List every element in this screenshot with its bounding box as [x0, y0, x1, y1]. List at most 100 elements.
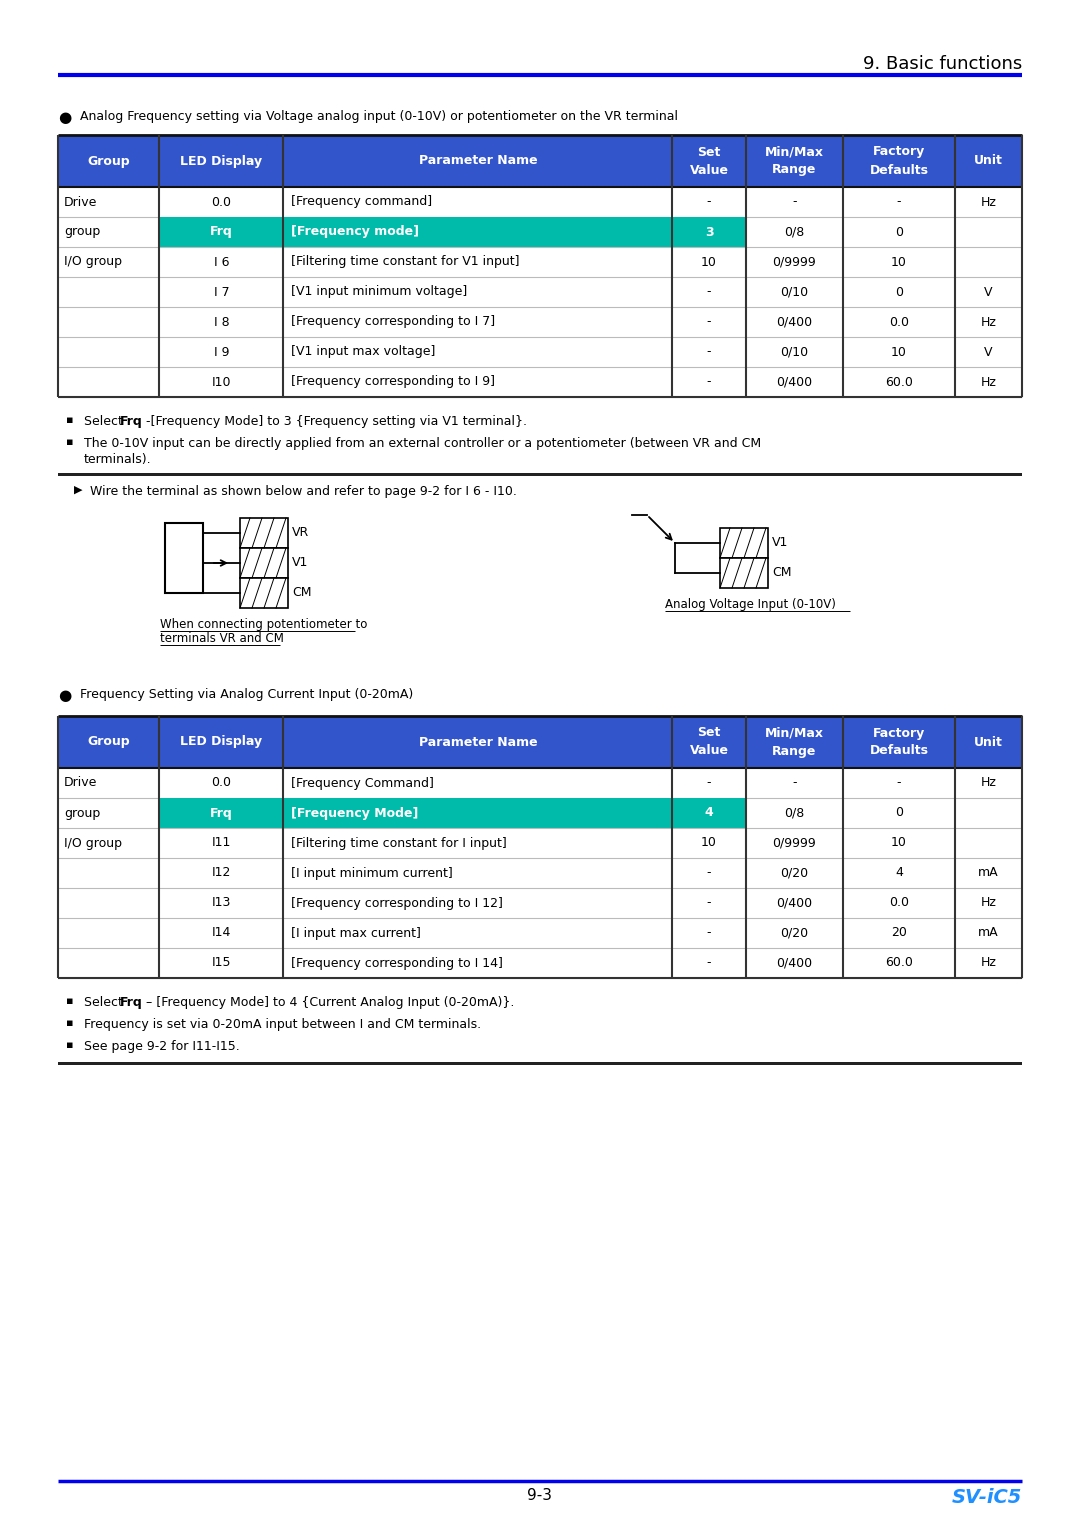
Text: Hz: Hz	[981, 897, 997, 909]
Text: -: -	[706, 957, 712, 969]
Text: Min/Max: Min/Max	[765, 145, 824, 159]
Text: mA: mA	[978, 926, 999, 940]
Text: I10: I10	[212, 376, 231, 388]
Text: -: -	[896, 776, 901, 790]
Text: -: -	[792, 196, 796, 208]
Text: group: group	[64, 226, 100, 238]
Text: 10: 10	[891, 255, 907, 269]
Text: -: -	[706, 196, 712, 208]
Text: I13: I13	[212, 897, 231, 909]
Text: 0/20: 0/20	[780, 866, 808, 880]
Text: [Frequency Mode]: [Frequency Mode]	[292, 807, 419, 819]
Text: V1: V1	[772, 536, 788, 550]
Text: Select: Select	[84, 416, 126, 428]
Text: Hz: Hz	[981, 957, 997, 969]
Text: Group: Group	[87, 735, 130, 749]
Text: mA: mA	[978, 866, 999, 880]
Text: Drive: Drive	[64, 776, 97, 790]
Text: ●: ●	[58, 110, 71, 125]
Text: Frq: Frq	[120, 416, 143, 428]
Text: Wire the terminal as shown below and refer to page 9-2 for I 6 - I10.: Wire the terminal as shown below and ref…	[90, 484, 517, 498]
Text: 10: 10	[701, 255, 717, 269]
Text: I 7: I 7	[214, 286, 229, 298]
Text: Analog Voltage Input (0-10V): Analog Voltage Input (0-10V)	[665, 597, 836, 611]
Text: I 6: I 6	[214, 255, 229, 269]
Text: Hz: Hz	[981, 776, 997, 790]
Text: Hz: Hz	[981, 315, 997, 329]
Text: ●: ●	[58, 688, 71, 703]
Text: -: -	[706, 776, 712, 790]
Text: Set: Set	[698, 145, 720, 159]
Text: When connecting potentiometer to: When connecting potentiometer to	[160, 617, 367, 631]
Text: LED Display: LED Display	[180, 154, 262, 168]
Text: Frq: Frq	[210, 807, 232, 819]
Text: I/O group: I/O group	[64, 255, 122, 269]
Text: 0/9999: 0/9999	[772, 836, 816, 850]
Text: 0/8: 0/8	[784, 226, 805, 238]
Text: Frequency Setting via Analog Current Input (0-20mA): Frequency Setting via Analog Current Inp…	[80, 688, 414, 701]
Text: 10: 10	[891, 836, 907, 850]
Text: Frequency is set via 0-20mA input between I and CM terminals.: Frequency is set via 0-20mA input betwee…	[84, 1018, 481, 1031]
Text: 0.0: 0.0	[889, 315, 909, 329]
Bar	[165, 523, 203, 593]
Text: I11: I11	[212, 836, 231, 850]
Text: terminals).: terminals).	[84, 452, 151, 466]
Text: [Filtering time constant for I input]: [Filtering time constant for I input]	[292, 836, 508, 850]
Text: [Frequency mode]: [Frequency mode]	[292, 226, 419, 238]
Text: -: -	[896, 196, 901, 208]
Text: -: -	[706, 866, 712, 880]
Bar	[58, 134, 1022, 186]
Text: 9. Basic functions: 9. Basic functions	[863, 55, 1022, 73]
Text: 60.0: 60.0	[885, 957, 913, 969]
Bar	[159, 798, 746, 828]
Text: Set: Set	[698, 726, 720, 740]
Text: 3: 3	[705, 226, 714, 238]
Text: ▪: ▪	[66, 996, 73, 1005]
Text: Drive: Drive	[64, 196, 97, 208]
Text: 0.0: 0.0	[889, 897, 909, 909]
Text: CM: CM	[772, 567, 792, 579]
Text: 4: 4	[705, 807, 714, 819]
Text: -: -	[706, 376, 712, 388]
Bar	[58, 1062, 1022, 1065]
Text: I/O group: I/O group	[64, 836, 122, 850]
Text: group: group	[64, 807, 100, 819]
Text: 20: 20	[891, 926, 907, 940]
Text: 0/400: 0/400	[777, 897, 812, 909]
Text: 0.0: 0.0	[212, 196, 231, 208]
Text: I 8: I 8	[214, 315, 229, 329]
Text: [Frequency command]: [Frequency command]	[292, 196, 433, 208]
Text: Defaults: Defaults	[869, 744, 929, 758]
Text: -: -	[706, 926, 712, 940]
Text: terminals VR and CM: terminals VR and CM	[160, 633, 284, 645]
Text: CM: CM	[292, 587, 311, 599]
Text: 10: 10	[891, 345, 907, 359]
Text: -: -	[792, 776, 796, 790]
Text: 4: 4	[895, 866, 903, 880]
Text: – [Frequency Mode] to 4 {Current Analog Input (0-20mA)}.: – [Frequency Mode] to 4 {Current Analog …	[141, 996, 514, 1008]
Text: 60.0: 60.0	[885, 376, 913, 388]
Text: The 0-10V input can be directly applied from an external controller or a potenti: The 0-10V input can be directly applied …	[84, 437, 761, 451]
Text: 0.0: 0.0	[212, 776, 231, 790]
Bar	[720, 558, 768, 588]
Text: 0/8: 0/8	[784, 807, 805, 819]
Text: I 9: I 9	[214, 345, 229, 359]
Text: I12: I12	[212, 866, 231, 880]
Text: [Frequency Command]: [Frequency Command]	[292, 776, 434, 790]
Text: 0/400: 0/400	[777, 957, 812, 969]
Text: I14: I14	[212, 926, 231, 940]
Text: Analog Frequency setting via Voltage analog input (0-10V) or potentiometer on th: Analog Frequency setting via Voltage ana…	[80, 110, 678, 122]
Text: V: V	[984, 286, 993, 298]
Bar	[159, 217, 746, 248]
Text: [Filtering time constant for V1 input]: [Filtering time constant for V1 input]	[292, 255, 519, 269]
Text: V: V	[984, 345, 993, 359]
Text: 0/400: 0/400	[777, 315, 812, 329]
Text: Parameter Name: Parameter Name	[419, 735, 537, 749]
Text: Value: Value	[690, 744, 729, 758]
Text: -: -	[706, 286, 712, 298]
Text: ▪: ▪	[66, 437, 73, 448]
Text: [V1 input max voltage]: [V1 input max voltage]	[292, 345, 436, 359]
Text: 9-3: 9-3	[527, 1488, 553, 1504]
Text: SV-iC5: SV-iC5	[951, 1488, 1022, 1507]
Bar	[720, 529, 768, 558]
